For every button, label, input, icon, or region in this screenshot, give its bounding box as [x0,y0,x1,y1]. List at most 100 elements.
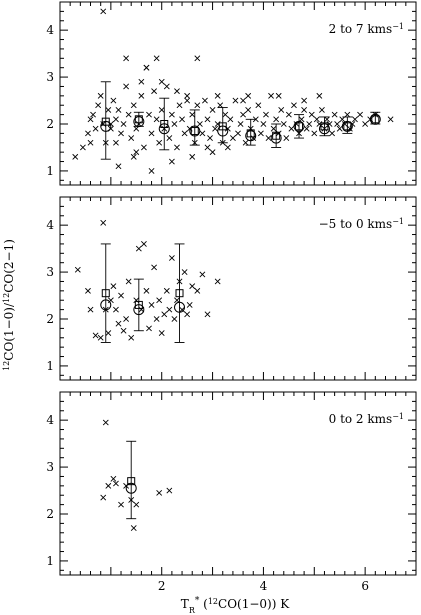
point-stroke [199,271,206,278]
panel-minus5-to-0-point [135,245,142,252]
panel-2-to-7-point [222,111,229,118]
point-stroke [224,144,231,151]
panel-2-to-7-point [158,78,165,85]
panel-minus5-to-0-point [199,271,206,278]
panel-2-to-7-point [113,139,119,146]
panel-2-to-7-point [194,102,201,109]
point-stroke [105,330,112,336]
panel-minus5-to-0-point [140,241,147,247]
point-stroke [118,501,124,508]
panel-0-to-2-point [130,525,137,531]
point-stroke [161,311,168,318]
point-stroke [123,83,130,90]
point-stroke [100,8,107,15]
point-stroke [153,55,160,62]
mean-circle [369,113,381,125]
point-stroke [130,102,137,109]
point-stroke [158,330,165,336]
mean-square [246,129,255,138]
panel-0-to-2-frame [59,391,417,576]
panel-2-to-7-point [168,111,175,118]
point-stroke [387,116,394,123]
mean-square [371,115,380,124]
panel-2-to-7-point [130,153,137,160]
point-stroke [115,107,122,113]
mean-square [134,300,143,309]
point-stroke [245,92,252,99]
point-stroke [268,92,274,99]
point-stroke [166,135,173,141]
point-stroke [212,125,219,132]
panel-minus5-to-0-point [184,311,191,318]
panel-2-to-7-point [311,130,318,137]
point-stroke [184,97,191,104]
point-stroke [120,327,127,334]
panel-2-to-7-point [344,111,351,118]
panel-minus5-to-0-point [161,311,168,318]
panel-2-to-7-point [143,64,150,71]
x-tick-label: 6 [361,579,369,593]
panel-2-to-7-point [209,107,216,113]
point-stroke [275,92,282,99]
panel-2-to-7-point [181,130,188,137]
point-stroke [115,163,122,170]
panel-minus5-to-0-point [85,287,91,294]
panel-minus5-to-0-point [128,334,135,341]
panel-2-to-7-point [158,107,165,113]
panel-minus5-to-0-point [120,327,127,334]
panel-2-to-7-point [268,92,274,99]
point-stroke [265,135,272,141]
panel-2-to-7-point [227,116,234,123]
panel-2-to-7-point [204,144,211,151]
point-stroke [140,144,147,151]
point-stroke [204,116,211,123]
panel-2-to-7-frame [59,1,417,186]
point-stroke [100,494,107,501]
point-stroke [240,111,247,118]
panel-2-to-7-point [148,168,155,174]
panel-2-to-7-point [224,144,231,151]
panel-minus5-to-0-y-tick-label: 1 [46,359,54,373]
point-stroke [115,320,122,327]
mean-square [343,122,352,131]
point-stroke [105,107,112,113]
panel-2-to-7-point [97,92,104,99]
panel-2-to-7-point [176,102,183,109]
panel-2-to-7-label: 2 to 7 kms−1 [329,22,404,37]
point-stroke [250,135,257,141]
panel-2-to-7-point [90,111,96,118]
point-stroke [329,130,336,137]
point-stroke [174,144,180,151]
point-stroke [235,130,241,137]
panel-minus5-to-0-point [143,287,150,294]
panel-minus5-to-0-point [92,332,99,339]
point-stroke [291,102,297,109]
point-stroke [118,130,124,137]
point-stroke [273,116,280,123]
point-stroke [186,302,193,308]
panel-2-to-7-bin [133,111,145,128]
panel-2-to-7-point [293,121,300,127]
panel-0-to-2-bin [125,440,137,520]
panel-2-to-7-point [346,125,353,132]
panel-0-to-2-y-tick-label: 1 [46,554,54,568]
panel-2-to-7-point [174,88,180,95]
panel-minus5-to-0-point [113,306,119,313]
point-stroke [85,130,91,137]
panel-2-to-7-y-tick-label: 3 [46,70,54,84]
panel-minus5-to-0-y-tick-label: 2 [46,312,54,326]
panel-2-to-7-bin [245,118,257,146]
panel-minus5-to-0-point [186,302,193,308]
panel-2-to-7-point [235,130,241,137]
panel-2-to-7-point [362,121,369,127]
panel-2-to-7-point [123,83,130,90]
point-stroke [110,97,117,104]
panel-minus5-to-0-point [153,316,160,322]
panel-2-to-7-point [273,116,280,123]
panel-2-to-7-bin [369,111,381,125]
point-stroke [151,264,158,271]
point-stroke [140,241,147,247]
mean-circle [100,120,112,132]
point-stroke [179,116,185,123]
panel-2-to-7-point [352,116,358,123]
